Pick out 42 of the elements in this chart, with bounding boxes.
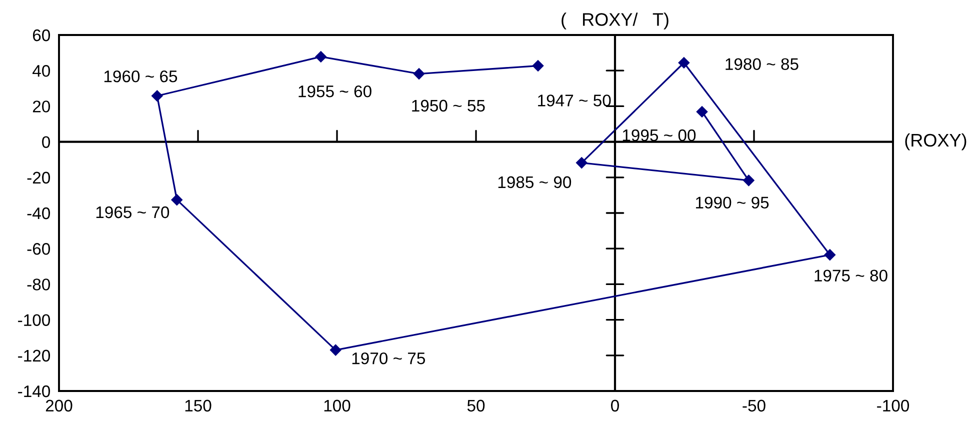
y-tick-label: -120 [18,350,50,362]
point [171,194,182,206]
x-tick-label: 50 [467,400,485,412]
y-tick-label: 0 [42,136,50,148]
x-tick-label: -50 [742,400,766,412]
y-tick-label: 60 [32,29,50,42]
x-tick-label: 150 [185,400,212,412]
point [330,344,342,356]
point [678,57,690,68]
annotation: 1990 ~ 95 [696,196,769,209]
annotation: 1995 ~ 00 [622,129,696,142]
point [824,249,836,260]
x-tick-label: -100 [877,400,910,412]
ref-line-label: (ROXY) [905,133,966,150]
y-tick-label: -40 [27,207,50,220]
y-tick-label: -20 [27,172,50,184]
y-tick-label: -140 [18,385,50,398]
x-tick-label: 100 [324,400,350,412]
annotation: 1950 ~ 55 [412,100,485,112]
ref-line-label: ( ROXY/ T) [562,12,668,30]
point [576,157,588,168]
point [152,90,163,102]
annotation: 1970 ~ 75 [352,352,425,364]
point [532,60,544,72]
point [315,51,326,62]
y-tick-label: -60 [27,243,50,255]
annotation: 1947 ~ 50 [538,94,611,106]
annotation: 1985 ~ 90 [498,176,572,188]
annotation: 1965 ~ 70 [96,206,170,218]
point [743,174,754,186]
x-tick-label: 200 [46,400,72,412]
annotation: 1955 ~ 60 [298,86,372,98]
x-tick-label: 0 [611,400,619,412]
y-tick-label: -80 [27,278,50,290]
annotation: 1960 ~ 65 [104,70,178,82]
point [696,106,708,118]
y-tick-label: -100 [18,314,50,326]
annotation: 1975 ~ 80 [814,270,888,282]
y-tick-label: 20 [32,100,50,112]
annotation: 1980 ~ 85 [726,58,798,70]
y-tick-label: 40 [32,65,50,77]
point [413,68,425,80]
